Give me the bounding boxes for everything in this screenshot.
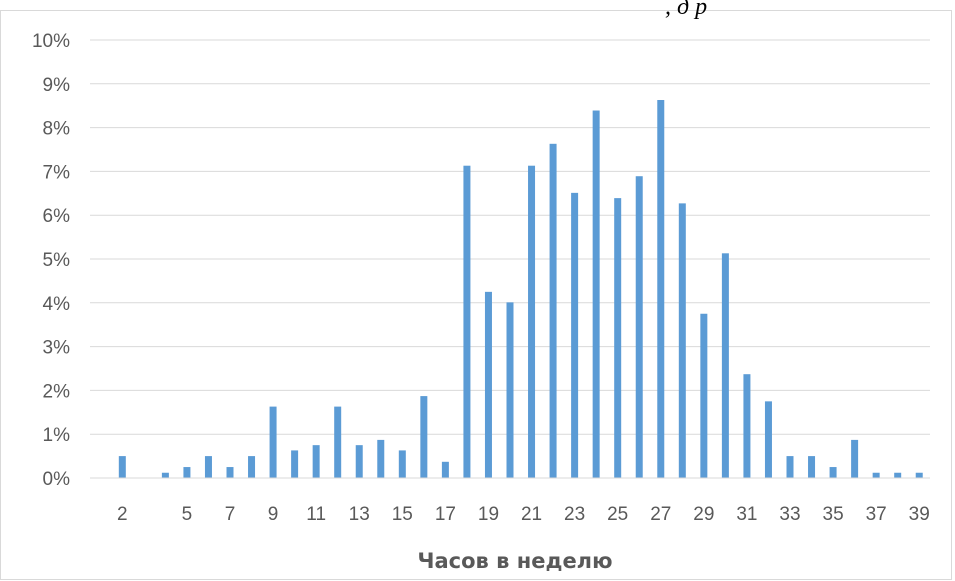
x-tick-label: 19 [478,504,499,525]
bar-8 [248,456,256,478]
x-tick-label: 25 [607,504,628,525]
x-tick-label: 35 [823,504,844,525]
y-tick-label: 9% [43,75,71,96]
bar-21 [528,165,536,478]
bar-37 [872,472,880,478]
bar-25 [614,198,622,479]
bar-2 [118,456,126,478]
y-tick-label: 6% [43,206,71,227]
bar-28 [678,203,686,478]
bar-26 [635,176,643,478]
x-tick-label: 21 [521,504,542,525]
bar-29 [700,313,708,478]
bar-6 [204,456,212,478]
bar-24 [592,110,600,478]
bar-32 [764,401,772,478]
y-tick-label: 7% [43,162,71,183]
top-text-fragment: , д р [665,0,707,20]
bar-19 [484,291,492,478]
bar-9 [269,406,277,478]
y-tick-label: 0% [43,469,71,490]
x-tick-label: 33 [779,504,800,525]
x-axis-tick-labels: 2 5 7 9 11 13 15 17 19 21 23 25 27 29 31 33 35 37 39 [117,504,930,525]
x-tick-label: 29 [693,504,714,525]
bar-38 [894,472,902,478]
bar-35 [829,467,837,478]
x-tick-label: 17 [435,504,456,525]
chart-border [0,10,952,580]
x-tick-label: 39 [909,504,930,525]
y-tick-label: 5% [43,250,71,271]
bar-15 [398,450,406,478]
bar-22 [549,143,557,478]
bar-20 [506,302,514,478]
bars [118,100,923,479]
bar-12 [334,406,342,478]
bar-17 [441,461,449,478]
bar-14 [377,439,385,478]
x-tick-label: 13 [349,504,370,525]
x-tick-label: 27 [650,504,671,525]
bar-27 [657,100,665,479]
x-axis-title: Часов в неделю [418,549,613,573]
bar-11 [312,445,320,478]
bar-36 [851,439,859,478]
bar-23 [571,192,579,478]
x-tick-label: 23 [564,504,585,525]
x-tick-label: 31 [736,504,757,525]
y-tick-label: 8% [43,119,71,140]
bar-7 [226,467,234,478]
bar-5 [183,467,191,478]
x-tick-label: 37 [866,504,887,525]
x-tick-label: 9 [268,504,279,525]
y-tick-label: 3% [43,338,71,359]
y-tick-label: 1% [43,425,71,446]
bar-34 [808,456,816,478]
x-tick-label: 11 [306,504,326,525]
bar-16 [420,396,428,478]
y-tick-label: 4% [43,294,71,315]
bar-18 [463,165,471,478]
y-axis-tick-labels: 0% 1% 2% 3% 4% 5% 6% 7% 8% 9% 10% [32,31,70,490]
bar-4 [161,472,169,478]
y-tick-label: 2% [43,381,71,402]
bar-30 [721,253,729,478]
bar-39 [915,472,923,478]
x-tick-label: 2 [117,504,128,525]
gridlines [90,39,930,435]
bar-31 [743,374,751,478]
bar-33 [786,456,794,478]
x-tick-label: 15 [392,504,413,525]
y-tick-label: 10% [32,31,70,52]
x-tick-label: 7 [225,504,236,525]
bar-10 [291,450,299,478]
x-tick-label: 5 [182,504,193,525]
bar-13 [355,445,363,478]
